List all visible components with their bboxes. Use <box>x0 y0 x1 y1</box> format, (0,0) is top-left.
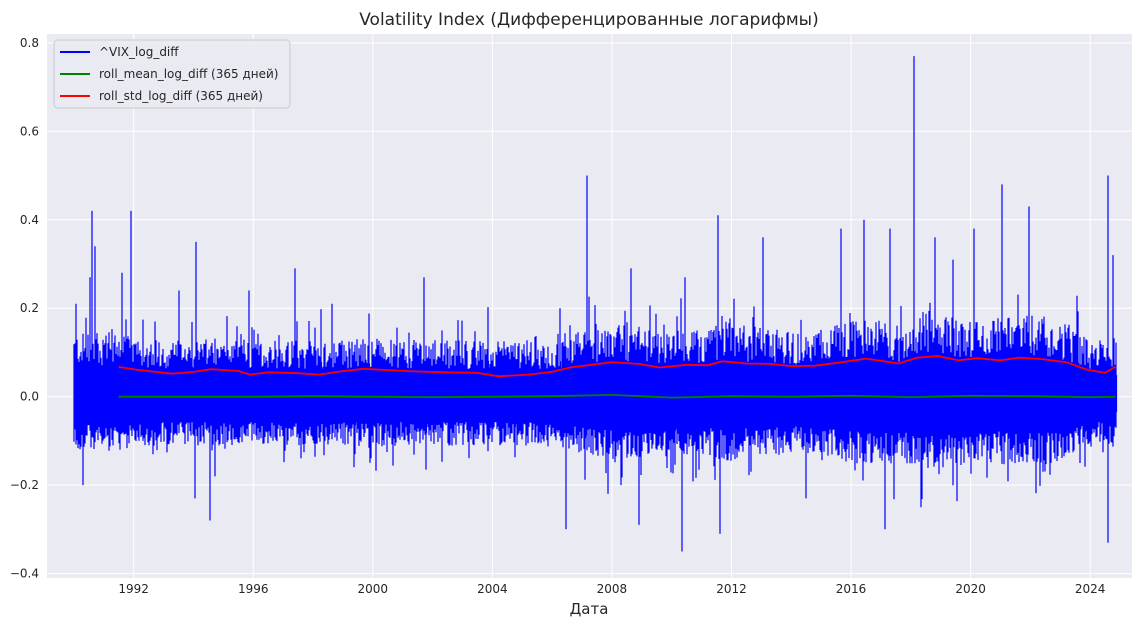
x-tick-label: 2020 <box>955 582 986 596</box>
series-layer <box>73 56 1118 552</box>
y-tick-label: 0.2 <box>20 301 39 315</box>
series-line-roll-mean <box>118 393 1116 399</box>
legend-label: ^VIX_log_diff <box>99 45 179 59</box>
y-tick-label: 0.6 <box>20 124 39 138</box>
x-tick-label: 2012 <box>716 582 747 596</box>
x-tick-label: 2000 <box>358 582 389 596</box>
legend-box <box>53 39 291 109</box>
y-tick-label: 0.4 <box>20 213 39 227</box>
y-tick-label: 0.0 <box>20 390 39 404</box>
x-tick-label: 2016 <box>836 582 867 596</box>
y-tick-label: −0.2 <box>10 478 39 492</box>
legend-label: roll_mean_log_diff (365 дней) <box>99 67 278 81</box>
tick-labels: 1992 1996 2000 2004 2008 2012 2016 2020 2024 −0.4… <box>10 36 1106 596</box>
legend-label: roll_std_log_diff (365 дней) <box>99 89 263 103</box>
x-tick-label: 2008 <box>597 582 628 596</box>
y-tick-label: −0.4 <box>10 567 39 581</box>
series-line-roll-std <box>118 355 1117 378</box>
x-tick-label: 2004 <box>477 582 508 596</box>
gridlines <box>47 34 1132 578</box>
x-tick-label: 1992 <box>118 582 149 596</box>
x-tick-label: 1996 <box>238 582 269 596</box>
chart-title: Volatility Index (Дифференцированные лог… <box>359 10 819 30</box>
x-axis-label: Дата <box>570 600 609 618</box>
y-tick-label: 0.8 <box>20 36 39 50</box>
legend: ^VIX_log_diff roll_mean_log_diff (365 дне… <box>53 39 291 109</box>
x-tick-label: 2024 <box>1075 582 1106 596</box>
